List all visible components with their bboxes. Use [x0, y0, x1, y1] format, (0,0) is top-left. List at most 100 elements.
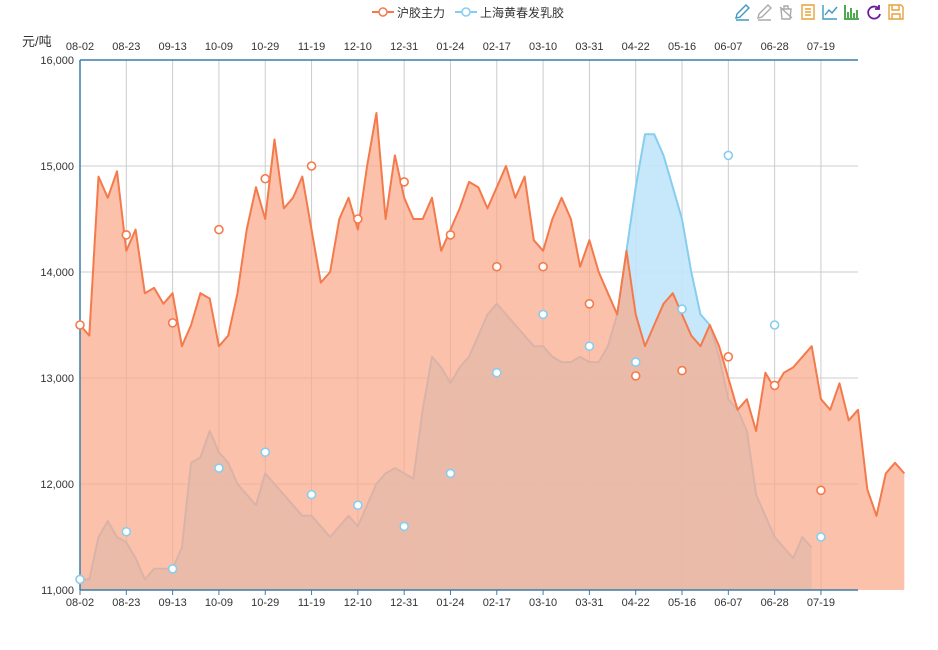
series-1-marker: [769, 380, 780, 391]
legend-label-series-2: 上海黄春发乳胶: [480, 5, 565, 20]
x-tick-label-top: 12-31: [390, 41, 418, 53]
x-tick-label-top: 09-13: [159, 41, 187, 53]
legend: 沪胶主力 上海黄春发乳胶: [372, 4, 574, 20]
x-tick-label-top: 10-29: [251, 41, 279, 53]
series-2-marker: [630, 357, 641, 367]
mark-clear-icon[interactable]: [777, 3, 795, 21]
x-tick-label-top: 05-16: [668, 41, 696, 53]
series-1-marker: [816, 485, 826, 496]
x-tick-label-bottom: 05-16: [668, 597, 696, 609]
x-tick-label-top: 03-10: [529, 41, 557, 53]
series-2-marker: [167, 563, 178, 574]
x-tick-label-top: 01-24: [436, 41, 464, 53]
y-tick-label: 13,000: [40, 373, 74, 385]
x-tick-label-top: 03-31: [575, 41, 603, 53]
legend-symbol-series-1: [372, 7, 394, 17]
x-tick-label-bottom: 08-23: [112, 597, 140, 609]
series-line-1: [79, 112, 906, 517]
x-tick-label-bottom: 03-31: [575, 597, 603, 609]
series-2-marker: [677, 304, 687, 314]
x-tick-label-top: 07-19: [807, 41, 835, 53]
markers-layer: [75, 150, 826, 585]
series-2-marker: [584, 341, 595, 352]
series-2-marker: [538, 309, 548, 320]
x-tick-label-top: 10-09: [205, 41, 233, 53]
series-2-marker: [260, 447, 271, 458]
series-1-marker: [121, 230, 132, 240]
axes: 11,000 12,000 13,000 14,000 15,000 16,000 08-0…: [40, 41, 858, 609]
x-tick-label-bottom: 06-07: [714, 597, 742, 609]
mark-undo-icon[interactable]: [755, 3, 773, 21]
legend-item-series-2[interactable]: 上海黄春发乳胶: [455, 4, 564, 21]
series-layer: [79, 112, 906, 590]
series-1-marker: [584, 298, 595, 309]
bar-icon[interactable]: [843, 3, 861, 21]
x-tick-label-top: 06-07: [714, 41, 742, 53]
series-1-marker: [538, 261, 548, 272]
series-2-marker: [121, 526, 132, 537]
data-view-icon[interactable]: [799, 3, 817, 21]
x-tick-label-bottom: 10-29: [251, 597, 279, 609]
x-tick-label-bottom: 07-19: [807, 597, 835, 609]
series-1-marker: [677, 365, 687, 376]
y-tick-label: 14,000: [40, 267, 74, 279]
x-tick-label-bottom: 12-10: [344, 597, 372, 609]
series-2-marker: [399, 521, 409, 532]
legend-dot-1: [378, 7, 388, 17]
x-tick-label-bottom: 10-09: [205, 597, 233, 609]
series-2-marker: [306, 489, 317, 500]
series-2-marker: [214, 463, 224, 473]
series-1-marker: [723, 351, 734, 362]
restore-icon[interactable]: [865, 3, 883, 21]
series-1-marker: [75, 320, 85, 330]
toolbox: [733, 3, 909, 21]
series-2-marker: [491, 367, 502, 378]
x-tick-label-bottom: 04-22: [622, 597, 650, 609]
x-tick-label-top: 11-19: [298, 41, 325, 53]
x-tick-label-bottom: 02-17: [483, 597, 511, 609]
legend-symbol-series-2: [455, 7, 478, 17]
series-2-marker: [723, 150, 734, 161]
series-1-marker: [353, 214, 363, 224]
x-tick-label-bottom: 08-02: [66, 597, 94, 609]
x-tick-label-bottom: 06-28: [761, 597, 789, 609]
series-2-marker: [353, 500, 363, 511]
y-tick-label: 15,000: [40, 161, 74, 173]
x-tick-label-top: 12-10: [344, 41, 372, 53]
y-tick-label: 12,000: [40, 479, 74, 491]
series-area-1: [80, 113, 905, 590]
y-axis-unit-label: 元/吨: [22, 34, 52, 49]
y-tick-label: 16,000: [40, 55, 74, 67]
series-2-marker: [816, 532, 826, 542]
series-1-marker: [445, 230, 456, 240]
legend-item-series-1[interactable]: 沪胶主力: [372, 4, 445, 21]
series-1-marker: [260, 173, 271, 184]
legend-label-series-1: 沪胶主力: [397, 5, 446, 20]
line-icon[interactable]: [821, 3, 839, 21]
mark-icon[interactable]: [733, 3, 751, 21]
series-2-marker: [75, 574, 85, 585]
x-tick-label-bottom: 03-10: [529, 597, 557, 609]
x-tick-label-top: 06-28: [761, 41, 789, 53]
legend-dot-2: [461, 7, 471, 17]
x-tick-label-bottom: 09-13: [159, 597, 187, 609]
series-1-marker: [306, 161, 317, 171]
x-tick-label-bottom: 12-31: [390, 597, 418, 609]
x-tick-label-top: 04-22: [622, 41, 650, 53]
series-2-marker: [769, 320, 780, 330]
x-tick-label-bottom: 11-19: [298, 597, 325, 609]
x-tick-label-top: 08-02: [66, 41, 94, 53]
series-1-marker: [214, 224, 224, 235]
series-2-marker: [445, 468, 456, 479]
series-1-marker: [491, 261, 502, 272]
series-1-marker: [399, 177, 409, 187]
y-tick-label: 11,000: [41, 585, 74, 597]
x-tick-label-top: 02-17: [483, 41, 511, 53]
series-1-marker: [167, 318, 178, 328]
save-image-icon[interactable]: [887, 3, 905, 21]
series-1-marker: [630, 371, 641, 381]
x-tick-label-bottom: 01-24: [436, 597, 464, 609]
x-tick-label-top: 08-23: [112, 41, 140, 53]
